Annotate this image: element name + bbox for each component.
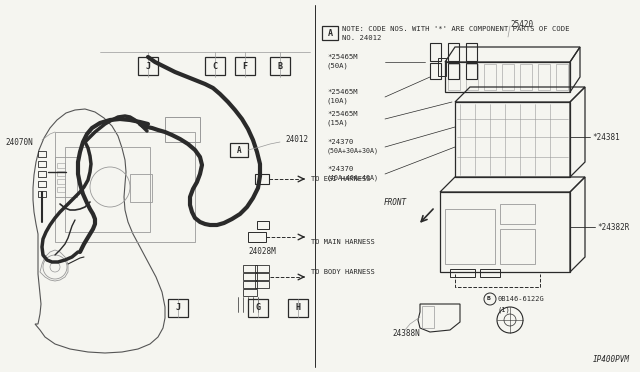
Bar [38, 181, 46, 187]
Bar [38, 191, 46, 197]
Text: A: A [328, 29, 333, 38]
Bar [430, 43, 441, 61]
Text: J: J [145, 61, 150, 71]
Bar [500, 229, 535, 264]
Bar [484, 64, 496, 90]
Bar [243, 289, 257, 296]
Text: A: A [237, 145, 241, 154]
Bar [165, 117, 200, 142]
Bar [255, 174, 269, 184]
Bar [500, 204, 535, 224]
Text: NOTE: CODE NOS. WITH '*' ARE COMPONENT PARTS OF CODE: NOTE: CODE NOS. WITH '*' ARE COMPONENT P… [342, 26, 570, 32]
Text: J: J [175, 304, 180, 312]
Bar [55, 157, 77, 197]
Bar [57, 171, 65, 176]
Bar [168, 299, 188, 317]
Text: 24028M: 24028M [248, 247, 276, 257]
Bar [138, 57, 158, 75]
Text: 25420: 25420 [510, 19, 533, 29]
Text: *25465M: *25465M [327, 89, 358, 95]
Bar [448, 64, 460, 90]
Text: (1): (1) [498, 307, 511, 313]
Bar [422, 306, 434, 328]
Bar [255, 265, 269, 272]
Bar [130, 174, 152, 202]
Bar [38, 161, 46, 167]
Text: *24370: *24370 [327, 166, 353, 172]
Text: FRONT: FRONT [384, 198, 407, 206]
Bar [502, 64, 514, 90]
Bar [445, 209, 495, 264]
Bar [538, 64, 550, 90]
Bar [520, 64, 532, 90]
Text: *25465M: *25465M [327, 111, 358, 117]
Bar [57, 179, 65, 184]
Bar [55, 132, 195, 242]
Text: TO EGI HARNESS: TO EGI HARNESS [311, 176, 371, 182]
Text: *24370: *24370 [327, 139, 353, 145]
Bar [430, 63, 441, 79]
Bar [480, 269, 500, 277]
Bar [65, 147, 150, 232]
Text: NO. 24012: NO. 24012 [342, 35, 381, 41]
Text: *25465M: *25465M [327, 54, 358, 60]
Text: (10A): (10A) [327, 98, 349, 104]
Bar [248, 299, 268, 317]
Bar [243, 281, 257, 288]
Bar [440, 192, 570, 272]
Text: 24012: 24012 [285, 135, 308, 144]
Text: TO BODY HARNESS: TO BODY HARNESS [311, 269, 375, 275]
Text: *24381: *24381 [592, 132, 620, 141]
Bar [38, 171, 46, 177]
Text: (50A+30A+30A): (50A+30A+30A) [327, 148, 379, 154]
Text: (15A): (15A) [327, 120, 349, 126]
Bar [270, 57, 290, 75]
Text: 24388N: 24388N [392, 330, 420, 339]
Bar [38, 151, 46, 157]
Text: G: G [255, 304, 260, 312]
Bar [205, 57, 225, 75]
Bar [466, 64, 478, 90]
Bar [556, 64, 568, 90]
Bar [438, 58, 446, 76]
Bar [448, 63, 459, 79]
Bar [466, 63, 477, 79]
Text: H: H [296, 304, 301, 312]
Text: C: C [212, 61, 218, 71]
Bar [243, 273, 257, 280]
Text: 24070N: 24070N [5, 138, 33, 147]
Text: B: B [278, 61, 282, 71]
Bar [57, 163, 65, 168]
Text: (40A+40A+40A): (40A+40A+40A) [327, 175, 379, 181]
Text: 0B146-6122G: 0B146-6122G [498, 296, 545, 302]
Bar [288, 299, 308, 317]
Bar [255, 273, 269, 280]
Bar [450, 269, 475, 277]
Bar [445, 62, 570, 92]
Bar [322, 26, 338, 40]
Bar [230, 143, 248, 157]
Bar [235, 57, 255, 75]
Bar [448, 43, 459, 61]
Bar [248, 232, 266, 242]
Text: TO MAIN HARNESS: TO MAIN HARNESS [311, 239, 375, 245]
Bar [57, 187, 65, 192]
Text: IP400PVM: IP400PVM [593, 356, 630, 365]
Bar [255, 281, 269, 288]
Bar [455, 102, 570, 177]
Bar [466, 43, 477, 61]
Text: (50A): (50A) [327, 63, 349, 69]
Text: *24382R: *24382R [597, 222, 629, 231]
Bar [243, 265, 257, 272]
Text: F: F [243, 61, 248, 71]
Text: B: B [487, 296, 491, 301]
Bar [257, 221, 269, 229]
